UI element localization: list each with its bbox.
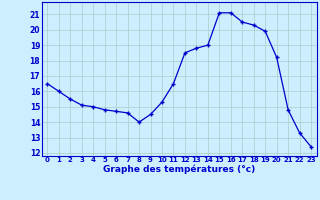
- X-axis label: Graphe des températures (°c): Graphe des températures (°c): [103, 165, 255, 174]
